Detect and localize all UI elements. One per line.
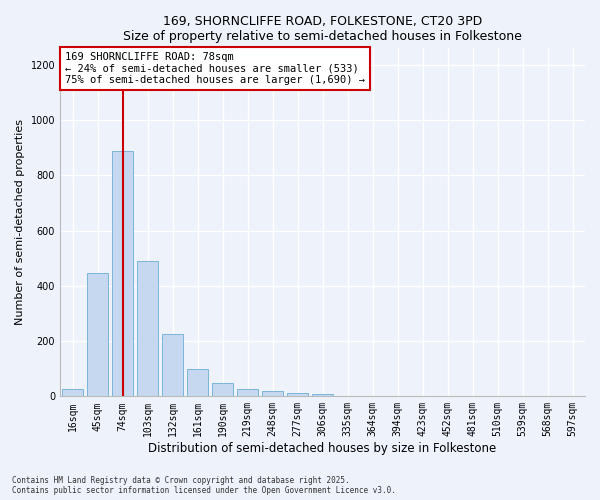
Bar	[312, 394, 333, 396]
X-axis label: Distribution of semi-detached houses by size in Folkestone: Distribution of semi-detached houses by …	[148, 442, 497, 455]
Text: Contains HM Land Registry data © Crown copyright and database right 2025.
Contai: Contains HM Land Registry data © Crown c…	[12, 476, 396, 495]
Y-axis label: Number of semi-detached properties: Number of semi-detached properties	[15, 120, 25, 326]
Text: 169 SHORNCLIFFE ROAD: 78sqm
← 24% of semi-detached houses are smaller (533)
75% : 169 SHORNCLIFFE ROAD: 78sqm ← 24% of sem…	[65, 52, 365, 85]
Bar	[187, 368, 208, 396]
Bar	[212, 382, 233, 396]
Bar	[162, 334, 183, 396]
Bar	[62, 390, 83, 396]
Bar	[137, 261, 158, 396]
Bar	[237, 390, 258, 396]
Bar	[262, 391, 283, 396]
Title: 169, SHORNCLIFFE ROAD, FOLKESTONE, CT20 3PD
Size of property relative to semi-de: 169, SHORNCLIFFE ROAD, FOLKESTONE, CT20 …	[123, 15, 522, 43]
Bar	[287, 393, 308, 396]
Bar	[87, 274, 108, 396]
Bar	[112, 150, 133, 396]
